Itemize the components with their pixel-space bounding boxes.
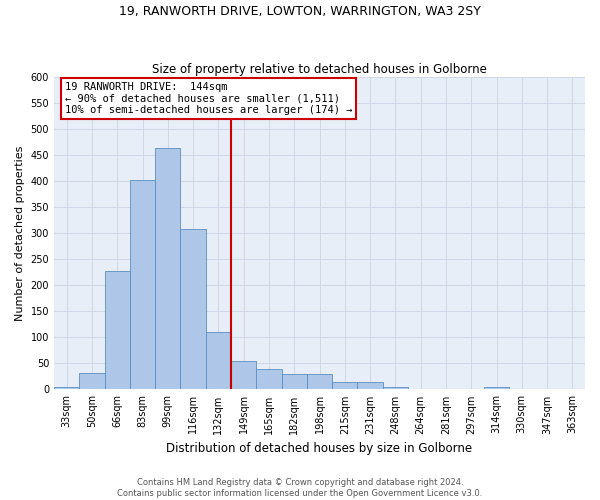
Text: Contains HM Land Registry data © Crown copyright and database right 2024.
Contai: Contains HM Land Registry data © Crown c…: [118, 478, 482, 498]
Text: 19 RANWORTH DRIVE:  144sqm
← 90% of detached houses are smaller (1,511)
10% of s: 19 RANWORTH DRIVE: 144sqm ← 90% of detac…: [65, 82, 352, 115]
Bar: [231, 362, 256, 390]
Bar: [332, 382, 358, 390]
Bar: [79, 373, 104, 390]
Bar: [484, 387, 509, 390]
Bar: [281, 374, 307, 390]
Bar: [307, 374, 332, 390]
Bar: [104, 271, 130, 390]
Text: 19, RANWORTH DRIVE, LOWTON, WARRINGTON, WA3 2SY: 19, RANWORTH DRIVE, LOWTON, WARRINGTON, …: [119, 5, 481, 18]
Bar: [130, 180, 155, 390]
Bar: [54, 387, 79, 390]
X-axis label: Distribution of detached houses by size in Golborne: Distribution of detached houses by size …: [166, 442, 473, 455]
Bar: [206, 332, 231, 390]
Bar: [383, 387, 408, 390]
Title: Size of property relative to detached houses in Golborne: Size of property relative to detached ho…: [152, 63, 487, 76]
Bar: [181, 229, 206, 390]
Bar: [256, 369, 281, 390]
Bar: [155, 148, 181, 390]
Bar: [358, 382, 383, 390]
Y-axis label: Number of detached properties: Number of detached properties: [15, 146, 25, 321]
